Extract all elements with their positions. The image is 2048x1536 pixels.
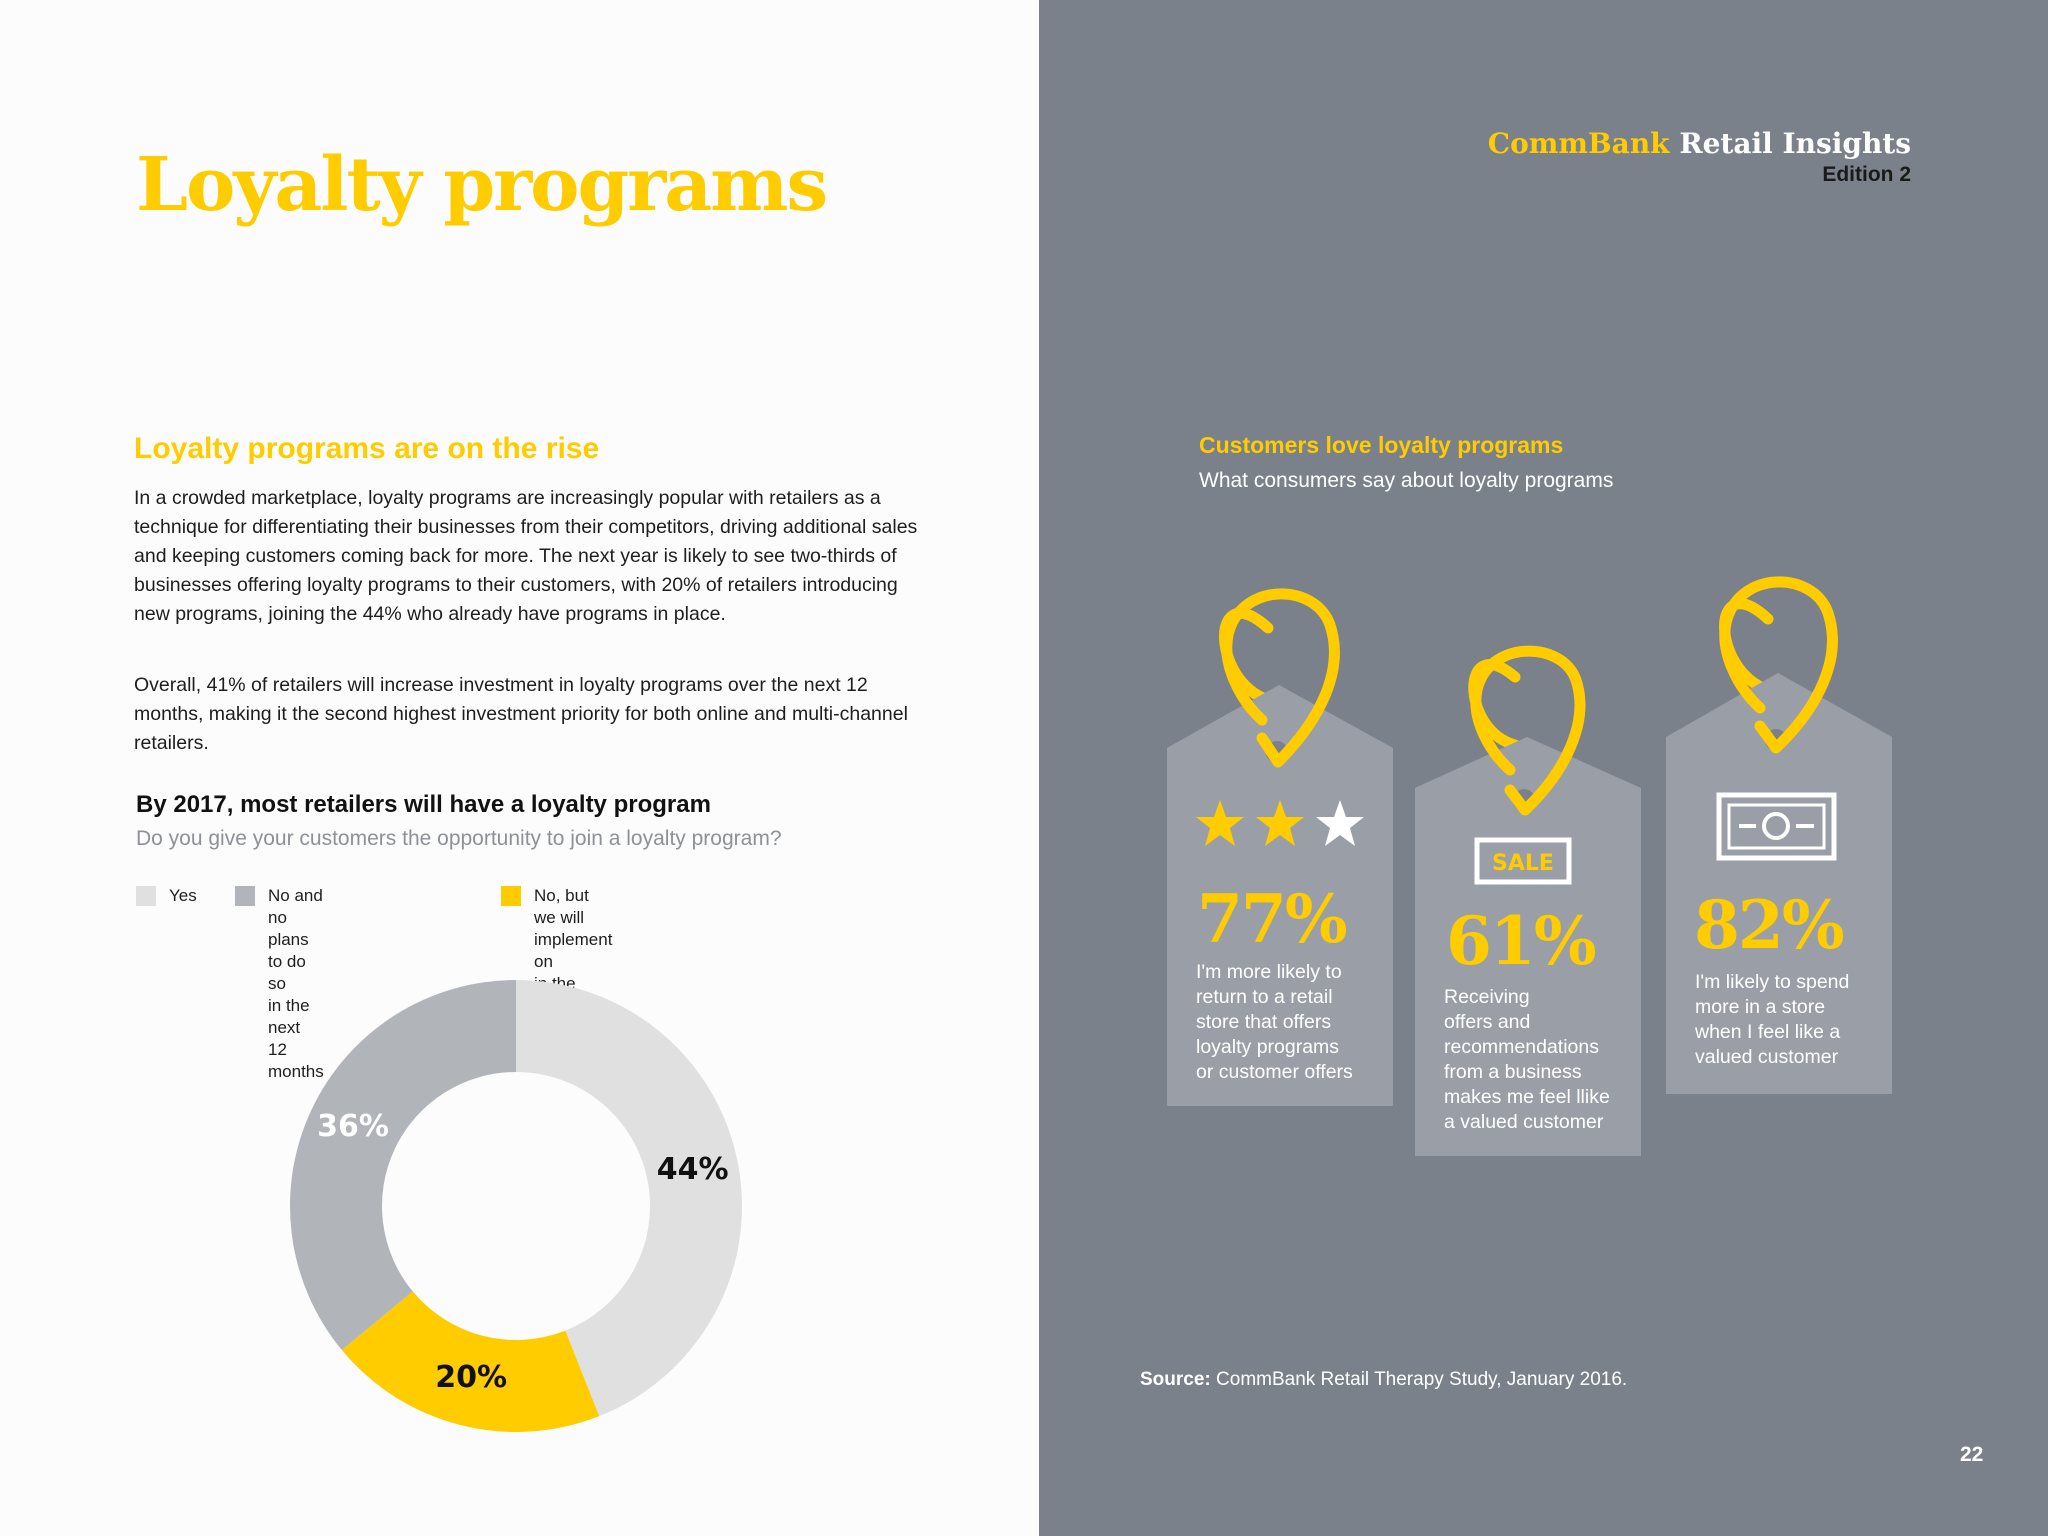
star-icon xyxy=(1316,800,1364,846)
donut-slice-label: 20% xyxy=(435,1360,508,1396)
tag-string-2 xyxy=(1470,645,1586,816)
donut-slice-no-plans xyxy=(290,980,516,1351)
chart-subtitle: Do you give your customers the opportuni… xyxy=(136,827,782,850)
donut-chart xyxy=(290,980,743,1432)
tag-2-text: Receiving offers and recommendations fro… xyxy=(1444,986,1610,1133)
donut-slice-label: 36% xyxy=(317,1109,389,1145)
source-text: CommBank Retail Therapy Study, January 2… xyxy=(1210,1369,1628,1390)
source-label: Source: xyxy=(1140,1369,1211,1390)
tag-1-percent: 77% xyxy=(1197,880,1348,958)
chart-title: By 2017, most retailers will have a loya… xyxy=(136,791,711,818)
legend-label: No and no plans to do so in the next 12 … xyxy=(268,886,324,1081)
infographic-subheading: What consumers say about loyalty program… xyxy=(1199,469,1614,492)
banknote-circle xyxy=(1762,812,1790,840)
source-note: Source: CommBank Retail Therapy Study, J… xyxy=(1140,1369,1627,1391)
donut-slice-will-implement xyxy=(341,1291,600,1432)
tag-string-3 xyxy=(1719,576,1838,754)
edition-label: Edition 2 xyxy=(1822,163,1911,186)
legend-swatch xyxy=(501,886,521,906)
banknote-icon xyxy=(1716,792,1837,861)
page-number: 22 xyxy=(1960,1443,1984,1466)
star-icon xyxy=(1196,800,1244,846)
tag-1-text: I'm more likely to return to a retail st… xyxy=(1196,961,1353,1083)
brand-name: CommBank Retail Insights xyxy=(1488,127,1911,161)
page-title: Loyalty programs xyxy=(136,142,828,228)
legend-swatch xyxy=(136,886,156,906)
brand-header: CommBank Retail Insights Edition 2 xyxy=(1488,127,1911,187)
legend-swatch xyxy=(235,886,255,906)
sale-icon: SALE xyxy=(1474,837,1572,885)
donut-slice-label: 44% xyxy=(656,1152,729,1188)
price-tag-1 xyxy=(1167,685,1393,1106)
banknote-frame xyxy=(1716,792,1837,861)
donut-slice-yes xyxy=(516,980,743,1417)
body-paragraph-1: In a crowded marketplace, loyalty progra… xyxy=(134,487,918,625)
body-paragraph-2: Overall, 41% of retailers will increase … xyxy=(134,674,908,754)
section-heading: Loyalty programs are on the rise xyxy=(134,432,600,465)
left-panel xyxy=(0,0,1039,1536)
price-tag-3 xyxy=(1666,673,1892,1094)
legend-label: Yes xyxy=(169,886,197,905)
tag-3-text: I'm likely to spend more in a store when… xyxy=(1695,971,1850,1068)
brand-name-part2: Retail Insights xyxy=(1679,127,1911,160)
price-tag-2 xyxy=(1415,737,1641,1156)
tag-string-1 xyxy=(1221,588,1340,768)
sale-badge-label: SALE xyxy=(1492,851,1554,876)
banknote-inner xyxy=(1727,803,1826,850)
stars-icon xyxy=(1196,800,1364,846)
tag-2-percent: 61% xyxy=(1446,902,1597,980)
infographic-heading: Customers love loyalty programs xyxy=(1199,432,1564,458)
sale-badge-frame xyxy=(1474,837,1572,885)
star-icon xyxy=(1256,800,1304,846)
brand-name-part1: CommBank xyxy=(1487,127,1670,160)
tag-3-percent: 82% xyxy=(1694,886,1845,964)
